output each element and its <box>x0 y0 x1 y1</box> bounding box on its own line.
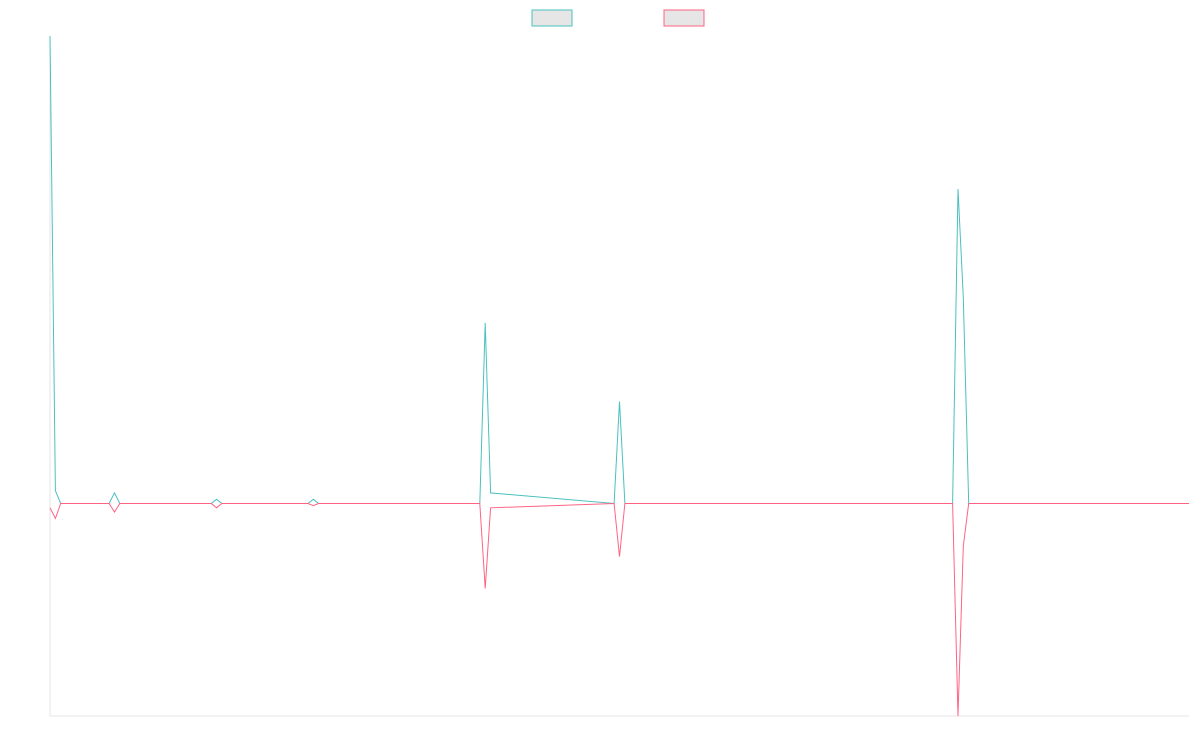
series-layer <box>49 35 1189 717</box>
axes <box>49 36 1189 717</box>
legend-swatch <box>663 9 705 27</box>
legend-item-2[interactable] <box>663 9 705 27</box>
legend-swatch <box>531 9 573 27</box>
series-line-2 <box>49 502 1189 717</box>
legend-item-1[interactable] <box>531 9 573 27</box>
legend <box>531 9 705 27</box>
series-line-1 <box>49 35 1189 505</box>
